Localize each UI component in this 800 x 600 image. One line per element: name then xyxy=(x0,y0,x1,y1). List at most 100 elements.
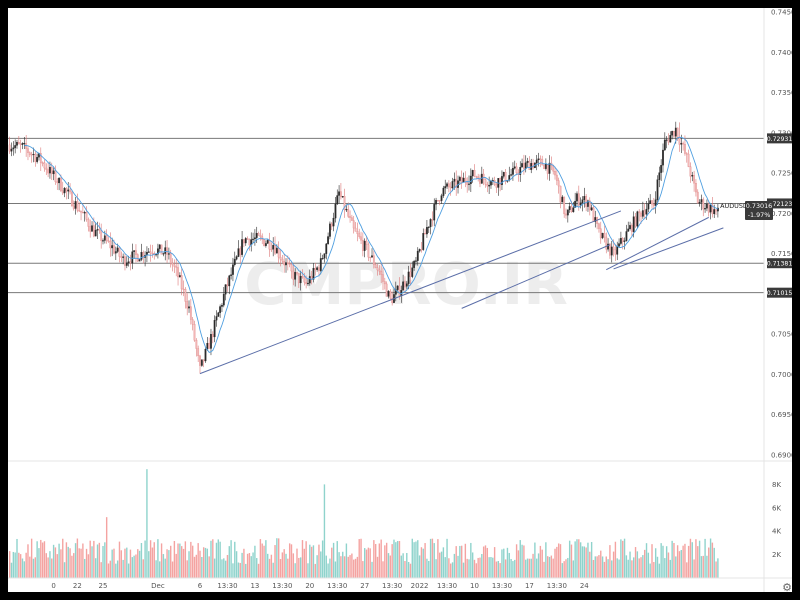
candle-body xyxy=(446,183,448,187)
volume-bar xyxy=(686,562,688,578)
volume-bar xyxy=(698,540,701,578)
time-tick-label: 20 xyxy=(305,582,314,590)
candle-body xyxy=(343,196,346,211)
volume-bar xyxy=(550,555,553,578)
time-tick-label: 22 xyxy=(73,582,82,590)
price-tick-label: 0.72500 xyxy=(771,170,792,178)
volume-tick-label: 8K xyxy=(772,481,781,489)
candle-body xyxy=(138,259,141,262)
candle-body xyxy=(345,209,348,211)
candle-body xyxy=(431,219,434,221)
volume-bar xyxy=(29,556,31,578)
candle-body xyxy=(257,233,260,236)
candle-body xyxy=(409,271,412,277)
candle-body xyxy=(215,316,218,321)
candle-body xyxy=(27,148,29,153)
trendline[interactable] xyxy=(199,210,622,375)
volume-bar xyxy=(697,546,699,578)
time-axis[interactable]: 0 22 25 Dec 6 13:30 13 13:30 20 13:30 27 13:30 2022 1… xyxy=(51,582,589,590)
candle-body xyxy=(255,233,258,238)
candle-body xyxy=(87,219,90,227)
settings-gear-icon[interactable]: ⚙ xyxy=(782,581,792,593)
trendline[interactable] xyxy=(613,227,724,270)
level-label: 0.71015 xyxy=(767,290,792,297)
candle-body xyxy=(279,256,282,260)
volume-bar xyxy=(506,547,509,578)
candle-body xyxy=(23,142,26,145)
volume-bar xyxy=(135,554,137,578)
volume-bar xyxy=(76,538,79,578)
trendline[interactable] xyxy=(461,244,611,309)
volume-bar xyxy=(237,562,240,578)
volume-bar xyxy=(261,543,263,578)
candle-body xyxy=(39,153,42,163)
price-chart[interactable]: CMPRO.IR 0.745000.740000.735000.730000.7… xyxy=(8,8,792,592)
volume-bar xyxy=(400,555,402,578)
volume-bar xyxy=(709,538,712,578)
last-price-value: 0.73016 xyxy=(746,202,772,210)
volume-bar xyxy=(248,553,251,578)
volume-bar xyxy=(614,541,617,578)
candle-body xyxy=(167,253,170,255)
candle-body xyxy=(288,263,291,265)
volume-bar xyxy=(16,538,18,578)
volume-bar xyxy=(612,551,615,578)
volume-bar xyxy=(25,552,27,578)
candle-body xyxy=(629,225,631,230)
candle-body xyxy=(232,264,234,275)
price-tick-label: 0.69500 xyxy=(771,411,792,419)
volume-bar xyxy=(137,549,139,578)
trendline[interactable] xyxy=(606,216,709,271)
candle-body xyxy=(237,248,240,257)
volume-bar xyxy=(310,546,313,578)
volume-bar xyxy=(466,558,468,578)
candle-body xyxy=(140,252,143,260)
volume-bar xyxy=(561,563,564,578)
volume-bar xyxy=(113,548,115,578)
trendlines xyxy=(199,210,724,375)
candle-body xyxy=(268,240,271,250)
price-tick-label: 0.73500 xyxy=(771,89,792,97)
volume-bar xyxy=(221,559,223,578)
volume-bar xyxy=(182,548,185,578)
volume-bar xyxy=(226,554,229,578)
volume-bar xyxy=(471,552,474,578)
moving-average xyxy=(24,136,719,353)
candle-body xyxy=(76,201,79,211)
volume-bar xyxy=(638,558,640,578)
candle-body xyxy=(41,162,44,164)
volume-bar xyxy=(684,543,686,578)
candle-body xyxy=(60,177,62,191)
candle-body xyxy=(336,195,339,205)
candle-body xyxy=(350,217,353,221)
volume-bar xyxy=(316,555,318,578)
volume-bar xyxy=(109,560,112,578)
candle-body xyxy=(164,247,167,254)
volume-bar xyxy=(116,560,119,578)
candle-body xyxy=(468,183,470,185)
volume-bar xyxy=(100,562,102,578)
volume-bar xyxy=(678,551,681,578)
candle-body xyxy=(369,256,372,259)
volume-bar xyxy=(528,558,531,578)
candle-body xyxy=(274,245,276,254)
candle-body xyxy=(656,179,659,200)
volume-bar xyxy=(274,545,276,578)
candle-body xyxy=(623,240,626,242)
volume-bar xyxy=(702,555,704,578)
volume-bar xyxy=(374,543,377,578)
candle-body xyxy=(625,231,628,241)
candle-body xyxy=(10,148,13,152)
volume-bar xyxy=(402,553,404,578)
volume-bar xyxy=(294,563,296,578)
volume-bar xyxy=(18,552,20,578)
candle-body xyxy=(303,276,306,283)
volume-bar xyxy=(693,559,695,578)
candle-body xyxy=(30,154,33,156)
level-label: 0.71381 xyxy=(767,261,792,268)
volume-bar xyxy=(73,553,75,578)
candle-body xyxy=(50,167,53,175)
volume-bar xyxy=(58,543,60,578)
volume-bar xyxy=(477,557,479,578)
candle-body xyxy=(652,204,655,206)
